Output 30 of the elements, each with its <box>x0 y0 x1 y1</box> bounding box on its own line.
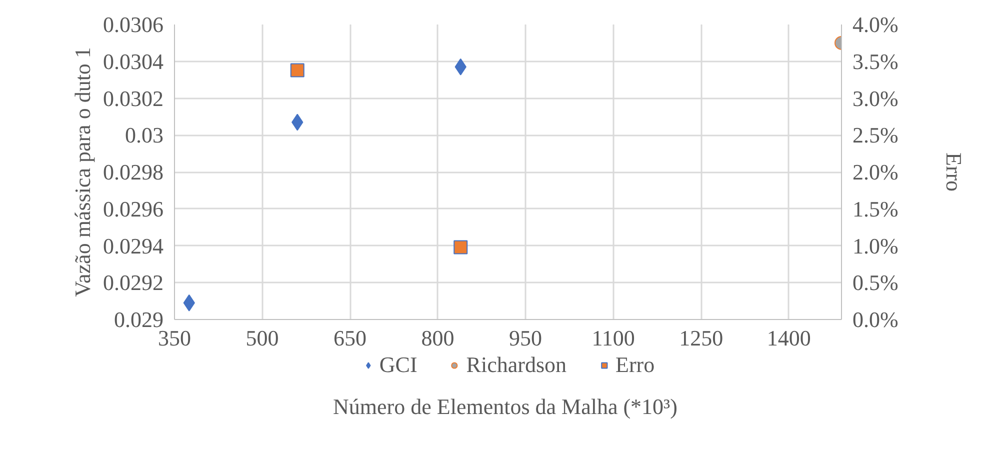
y2-tick-label: 2.5% <box>852 122 898 148</box>
y-tick-label: 0.0292 <box>103 270 164 296</box>
x-tick-label: 1250 <box>679 326 724 350</box>
y-tick-label: 0.0302 <box>103 86 164 111</box>
x-tick-label: 650 <box>334 326 367 350</box>
legend-label: Richardson <box>466 352 566 378</box>
x-tick-label: 500 <box>246 326 279 350</box>
legend-label: Erro <box>616 352 655 378</box>
y-tick-label: 0.0296 <box>103 196 164 222</box>
x-tick-label: 950 <box>509 326 542 350</box>
x-tick-label: 1400 <box>766 326 811 350</box>
y2-tick-label: 3.0% <box>852 86 898 111</box>
y2-axis-title: Erro <box>941 152 966 192</box>
legend-label: GCI <box>379 352 418 378</box>
y-tick-label: 0.0306 <box>103 12 164 37</box>
y-tick-label: 0.0294 <box>103 233 164 258</box>
y2-tick-label: 0.0% <box>852 307 898 332</box>
y2-tick-label: 4.0% <box>852 12 898 37</box>
y2-tick-label: 1.5% <box>852 196 898 222</box>
y-axis-title: Vazão mássica para o duto 1 <box>70 47 95 297</box>
x-tick-label: 800 <box>421 326 454 350</box>
x-tick-label: 1100 <box>592 326 635 350</box>
y2-tick-label: 2.0% <box>852 160 898 184</box>
x-axis-title: Número de Elementos da Malha (*10³) <box>333 394 678 420</box>
y2-tick-label: 0.5% <box>852 270 898 296</box>
y-tick-label: 0.03 <box>125 122 164 148</box>
y-tick-label: 0.0298 <box>103 160 164 184</box>
y2-tick-label: 1.0% <box>852 233 898 258</box>
y2-tick-label: 3.5% <box>852 48 898 74</box>
y-tick-label: 0.0304 <box>103 48 164 74</box>
